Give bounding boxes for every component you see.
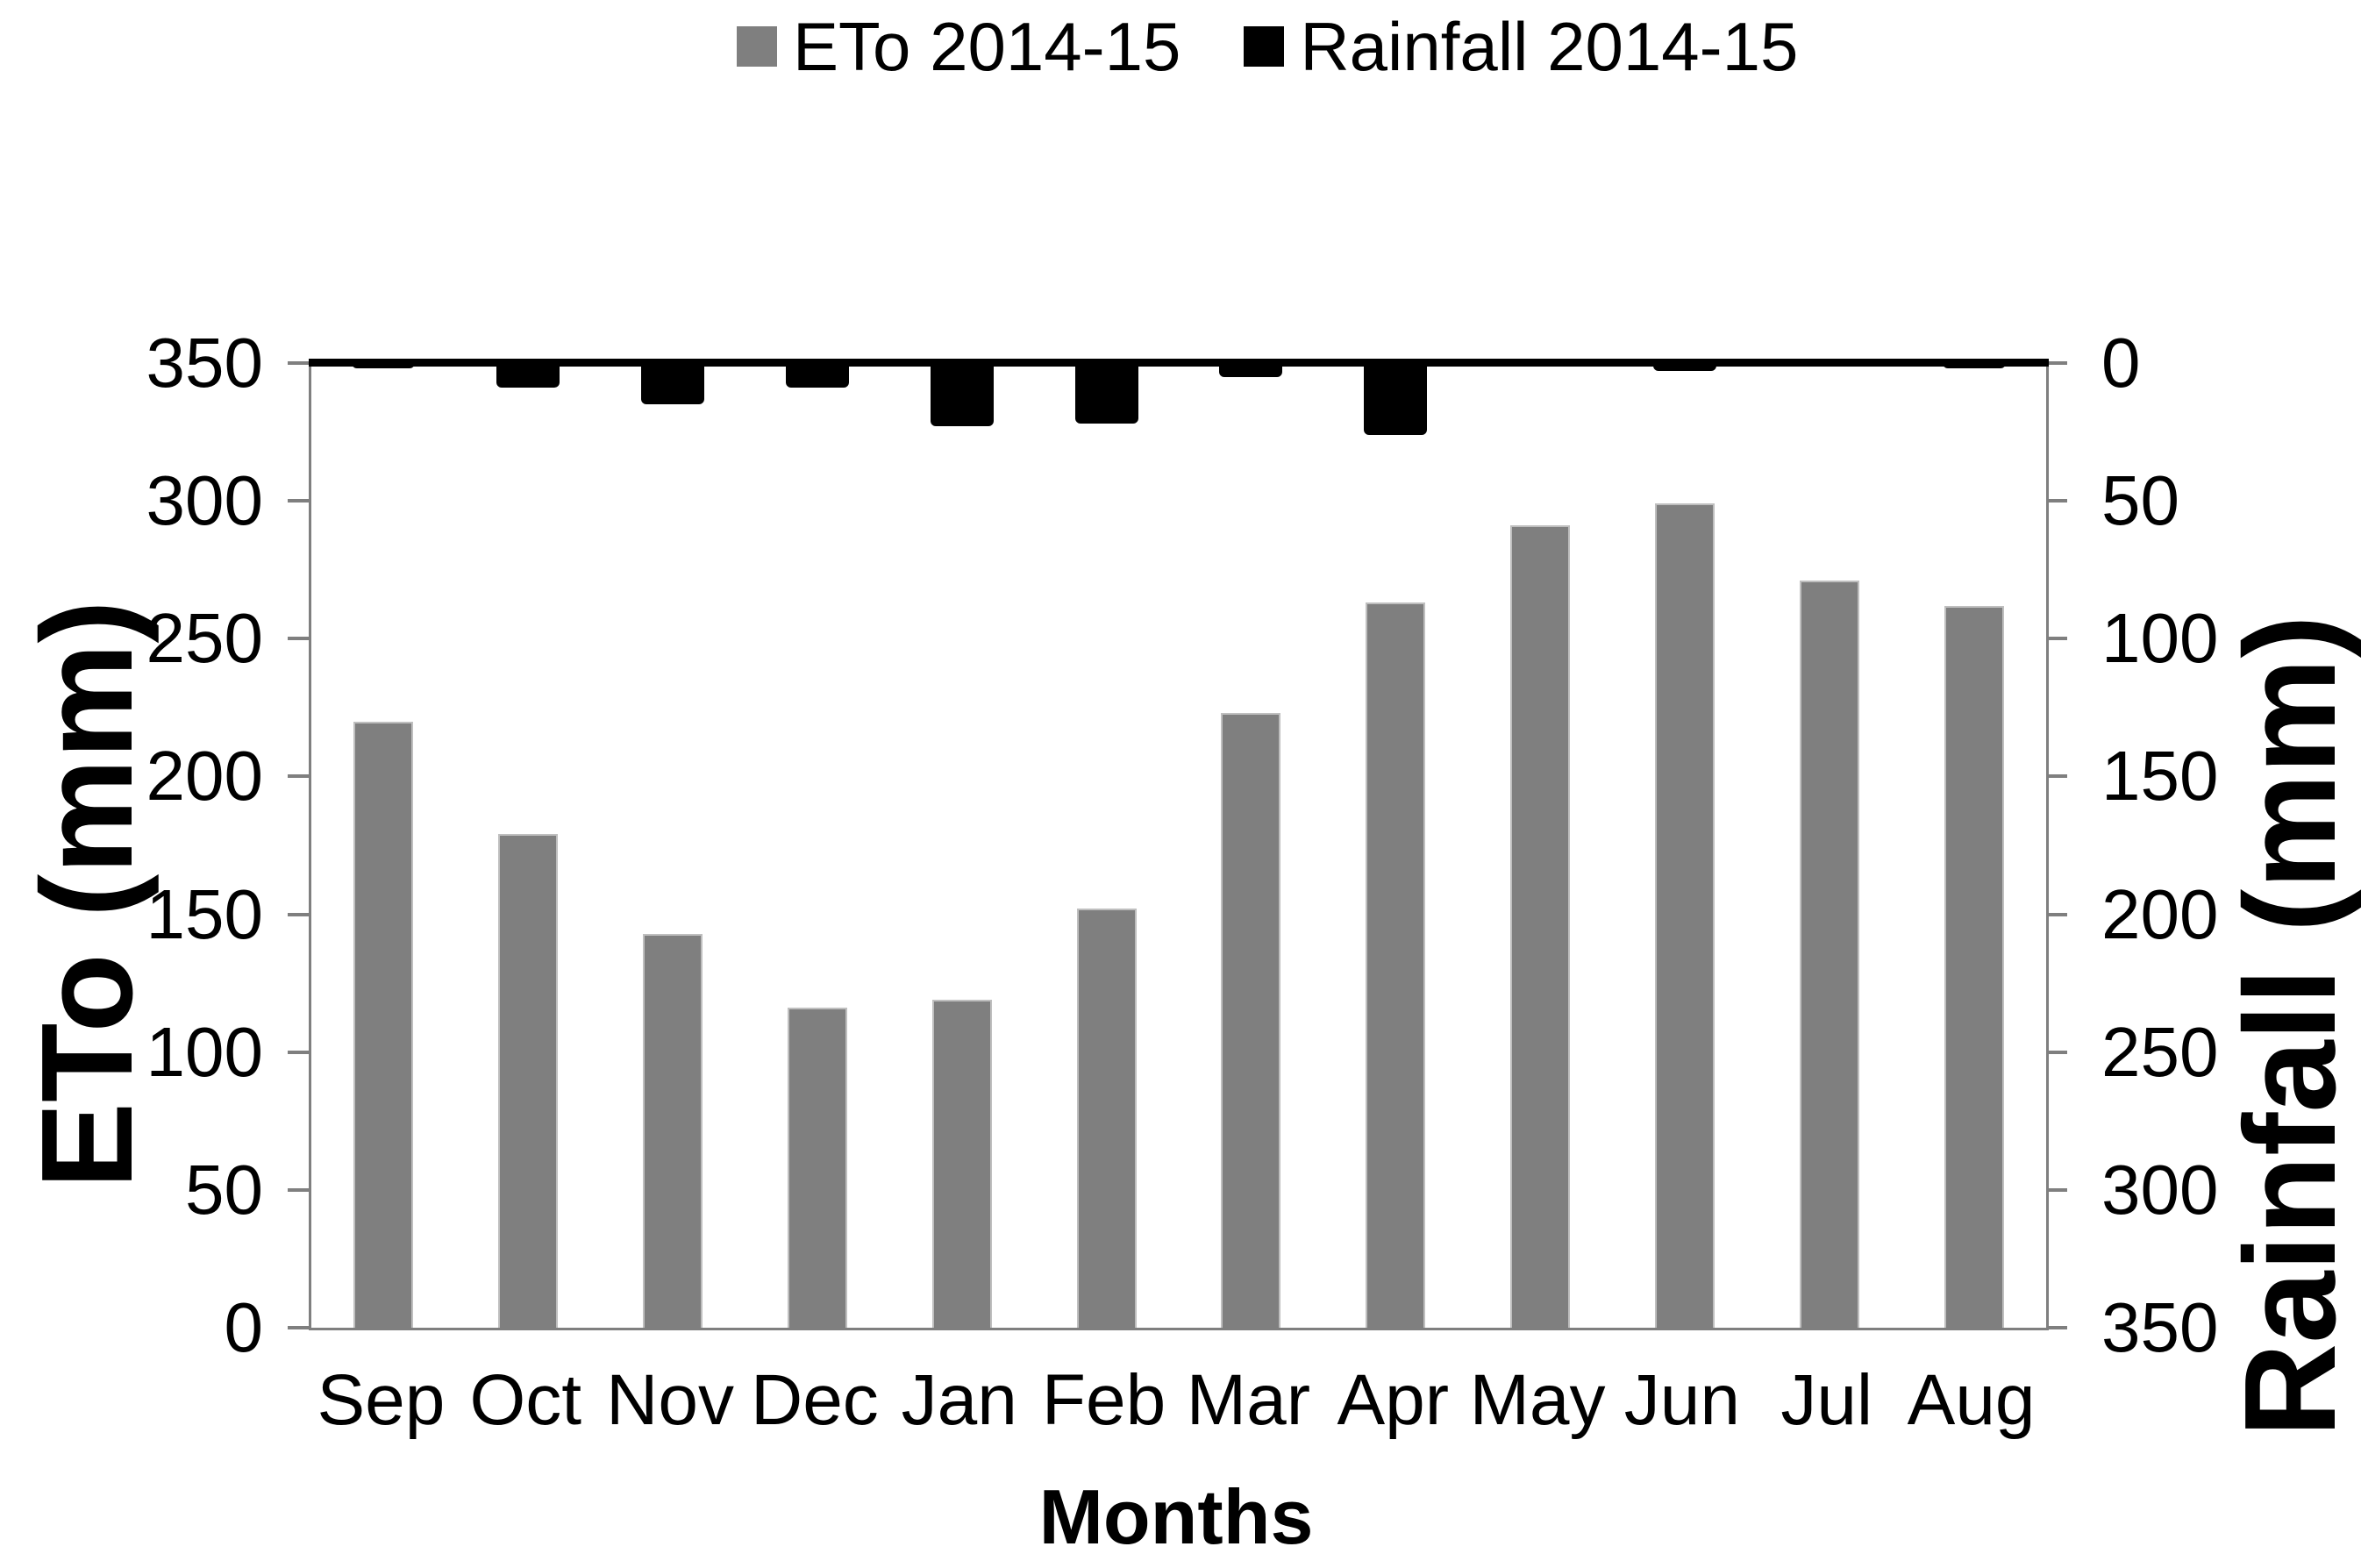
- right-axis-tick: [2046, 1187, 2067, 1192]
- left-axis-tick-label: 300: [146, 461, 263, 540]
- x-tick-label-mar: Mar: [1186, 1360, 1311, 1440]
- rainfall-bar-nov: [641, 363, 705, 405]
- legend: ETo 2014-15 Rainfall 2014-15: [737, 12, 1798, 81]
- right-axis-tick: [2046, 361, 2067, 365]
- eto-bar-jul: [1799, 581, 1859, 1328]
- left-axis-tick-label: 100: [146, 1012, 263, 1091]
- left-axis-tick: [288, 1050, 309, 1054]
- right-axis-tick: [2046, 912, 2067, 916]
- rainfall-swatch-icon: [1244, 26, 1285, 67]
- right-axis-tick-label: 350: [2101, 1288, 2219, 1366]
- x-tick-label-oct: Oct: [469, 1360, 582, 1440]
- x-axis-title: Months: [1038, 1473, 1314, 1560]
- legend-label-eto: ETo 2014-15: [793, 8, 1181, 85]
- rainfall-bar-dec: [785, 363, 849, 388]
- right-axis-tick: [2046, 1050, 2067, 1054]
- legend-label-rainfall: Rainfall 2014-15: [1300, 8, 1799, 85]
- rainfall-bar-jun: [1652, 363, 1716, 372]
- rainfall-bar-oct: [496, 363, 560, 388]
- right-axis-tick: [2046, 774, 2067, 779]
- legend-item-rainfall: Rainfall 2014-15: [1244, 12, 1798, 81]
- eto-bar-nov: [643, 933, 703, 1328]
- eto-bar-mar: [1221, 713, 1281, 1328]
- eto-bar-apr: [1366, 602, 1426, 1328]
- x-tick-label-nov: Nov: [606, 1360, 734, 1440]
- left-axis-tick-label: 250: [146, 599, 263, 678]
- left-axis-tick: [288, 499, 309, 503]
- eto-bar-oct: [498, 834, 559, 1328]
- eto-bar-dec: [787, 1008, 847, 1328]
- x-tick-label-may: May: [1469, 1360, 1606, 1440]
- plot-area: [309, 359, 2049, 1330]
- left-axis-tick-label: 350: [146, 324, 263, 402]
- left-axis-tick-label: 150: [146, 874, 263, 953]
- left-axis-tick-label: 50: [185, 1150, 263, 1229]
- right-axis-tick-label: 250: [2101, 1012, 2219, 1091]
- rainfall-bar-jan: [930, 363, 994, 427]
- eto-bar-jun: [1654, 503, 1715, 1328]
- x-tick-label-dec: Dec: [750, 1360, 879, 1440]
- rainfall-bar-feb: [1074, 363, 1138, 424]
- x-tick-label-jul: Jul: [1780, 1360, 1873, 1440]
- x-tick-label-aug: Aug: [1907, 1360, 2036, 1440]
- x-tick-label-feb: Feb: [1041, 1360, 1166, 1440]
- right-axis-tick-label: 50: [2101, 461, 2179, 540]
- eto-bar-feb: [1076, 909, 1137, 1328]
- right-axis-tick-label: 300: [2101, 1150, 2219, 1229]
- right-axis-tick-label: 150: [2101, 737, 2219, 816]
- right-axis-tick-label: 200: [2101, 874, 2219, 953]
- eto-swatch-icon: [737, 26, 777, 67]
- right-axis-tick: [2046, 637, 2067, 641]
- left-axis-tick: [288, 361, 309, 365]
- left-axis-tick: [288, 1187, 309, 1192]
- x-tick-label-apr: Apr: [1337, 1360, 1450, 1440]
- x-tick-label-sep: Sep: [317, 1360, 446, 1440]
- right-axis-tick: [2046, 1326, 2067, 1329]
- right-axis-tick: [2046, 499, 2067, 503]
- rainfall-bar-apr: [1364, 363, 1428, 435]
- left-axis-tick: [288, 1326, 309, 1329]
- eto-bar-sep: [353, 721, 414, 1328]
- left-axis-tick: [288, 912, 309, 916]
- legend-item-eto: ETo 2014-15: [737, 12, 1180, 81]
- left-axis-tick-label: 0: [224, 1288, 264, 1366]
- left-axis-tick-label: 200: [146, 737, 263, 816]
- left-axis-tick: [288, 774, 309, 779]
- right-axis-tick-label: 100: [2101, 599, 2219, 678]
- eto-bar-aug: [1944, 605, 2004, 1328]
- right-axis-tick-label: 0: [2101, 324, 2141, 402]
- x-tick-label-jun: Jun: [1623, 1360, 1741, 1440]
- eto-bar-may: [1510, 525, 1571, 1328]
- x-tick-label-jan: Jan: [901, 1360, 1017, 1440]
- rainfall-zero-baseline: [309, 359, 2049, 367]
- eto-bar-jan: [931, 1000, 992, 1328]
- left-axis-tick: [288, 637, 309, 641]
